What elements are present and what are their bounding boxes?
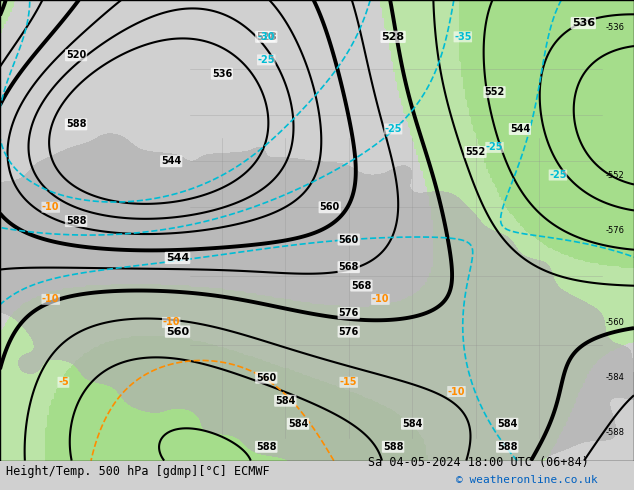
Text: 576: 576 (339, 327, 359, 337)
Text: 576: 576 (339, 308, 359, 318)
Text: -10: -10 (42, 202, 60, 212)
Text: 552: 552 (484, 87, 505, 97)
Text: -25: -25 (384, 124, 402, 134)
Text: 528: 528 (382, 32, 404, 42)
Text: 552: 552 (465, 147, 486, 157)
Text: -560: -560 (605, 318, 624, 327)
Text: 536: 536 (572, 18, 595, 28)
Text: -5: -5 (58, 377, 68, 387)
Text: 588: 588 (497, 442, 517, 452)
Text: © weatheronline.co.uk: © weatheronline.co.uk (456, 475, 598, 485)
Text: -35: -35 (454, 32, 472, 42)
Text: 544: 544 (510, 124, 530, 134)
Text: -15: -15 (340, 377, 358, 387)
Text: -552: -552 (605, 171, 624, 179)
Text: -25: -25 (549, 170, 567, 180)
Text: 584: 584 (402, 419, 422, 429)
Text: 560: 560 (339, 235, 359, 245)
Text: -588: -588 (605, 428, 624, 438)
Text: 560: 560 (320, 202, 340, 212)
Text: 560: 560 (166, 327, 189, 337)
Text: 560: 560 (256, 373, 276, 383)
Text: -536: -536 (605, 23, 624, 32)
Text: 536: 536 (212, 69, 232, 79)
Text: 588: 588 (66, 120, 86, 129)
Text: -10: -10 (372, 294, 389, 304)
Text: -25: -25 (257, 55, 275, 65)
Text: Height/Temp. 500 hPa [gdmp][°C] ECMWF: Height/Temp. 500 hPa [gdmp][°C] ECMWF (6, 465, 270, 478)
Text: 544: 544 (161, 156, 181, 166)
Text: -10: -10 (162, 318, 180, 327)
Text: 544: 544 (166, 253, 189, 263)
Text: -10: -10 (42, 294, 60, 304)
Text: Sa 04-05-2024 18:00 UTC (06+84): Sa 04-05-2024 18:00 UTC (06+84) (368, 456, 588, 469)
Text: 528: 528 (256, 32, 276, 42)
Text: 568: 568 (351, 281, 372, 291)
Text: -576: -576 (605, 226, 624, 235)
Text: -25: -25 (486, 143, 503, 152)
Text: -10: -10 (448, 387, 465, 396)
Text: 588: 588 (383, 442, 403, 452)
Text: 588: 588 (66, 216, 86, 226)
Text: 568: 568 (339, 262, 359, 272)
Text: 588: 588 (256, 442, 276, 452)
Text: -584: -584 (605, 373, 624, 382)
Text: 584: 584 (275, 396, 295, 406)
Text: 584: 584 (288, 419, 308, 429)
Text: 584: 584 (497, 419, 517, 429)
Text: -30: -30 (257, 32, 275, 42)
Text: 520: 520 (66, 50, 86, 60)
